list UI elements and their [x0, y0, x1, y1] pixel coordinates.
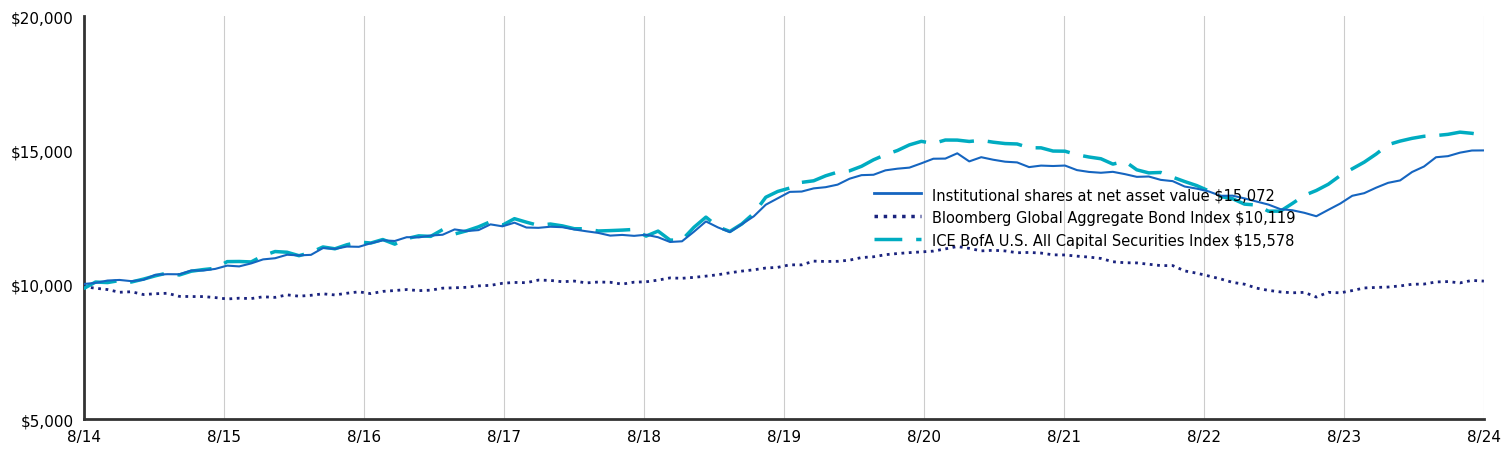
Bloomberg Global Aggregate Bond Index $10,119: [565, 279, 584, 284]
ICE BofA U.S. All Capital Securities Index $15,578: [1176, 179, 1194, 185]
Bloomberg Global Aggregate Bond Index $10,119: [1199, 273, 1217, 279]
Institutional shares at net asset value $15,072: [230, 264, 248, 269]
Institutional shares at net asset value $15,072: [553, 225, 572, 230]
Line: ICE BofA U.S. All Capital Securities Index $15,578: ICE BofA U.S. All Capital Securities Ind…: [83, 133, 1483, 289]
Bloomberg Global Aggregate Bond Index $10,119: [74, 284, 92, 290]
Bloomberg Global Aggregate Bond Index $10,119: [218, 297, 236, 302]
ICE BofA U.S. All Capital Securities Index $15,578: [230, 259, 248, 265]
Bloomberg Global Aggregate Bond Index $10,119: [242, 296, 260, 302]
Line: Institutional shares at net asset value $15,072: Institutional shares at net asset value …: [83, 151, 1483, 284]
ICE BofA U.S. All Capital Securities Index $15,578: [361, 241, 380, 246]
Bloomberg Global Aggregate Bond Index $10,119: [948, 244, 966, 250]
Institutional shares at net asset value $15,072: [1474, 148, 1492, 154]
ICE BofA U.S. All Capital Securities Index $15,578: [74, 286, 92, 292]
Institutional shares at net asset value $15,072: [1043, 164, 1061, 169]
ICE BofA U.S. All Capital Securities Index $15,578: [1452, 130, 1470, 136]
ICE BofA U.S. All Capital Securities Index $15,578: [553, 224, 572, 229]
Bloomberg Global Aggregate Bond Index $10,119: [373, 289, 392, 294]
ICE BofA U.S. All Capital Securities Index $15,578: [1152, 170, 1170, 176]
Bloomberg Global Aggregate Bond Index $10,119: [1474, 279, 1492, 284]
Institutional shares at net asset value $15,072: [74, 282, 92, 287]
Institutional shares at net asset value $15,072: [1176, 184, 1194, 190]
Line: Bloomberg Global Aggregate Bond Index $10,119: Bloomberg Global Aggregate Bond Index $1…: [83, 247, 1483, 299]
Legend: Institutional shares at net asset value $15,072, Bloomberg Global Aggregate Bond: Institutional shares at net asset value …: [868, 182, 1302, 254]
ICE BofA U.S. All Capital Securities Index $15,578: [1043, 149, 1061, 154]
Institutional shares at net asset value $15,072: [361, 241, 380, 247]
Institutional shares at net asset value $15,072: [1152, 178, 1170, 183]
Bloomberg Global Aggregate Bond Index $10,119: [1067, 254, 1086, 259]
Bloomberg Global Aggregate Bond Index $10,119: [1176, 268, 1194, 274]
ICE BofA U.S. All Capital Securities Index $15,578: [1474, 133, 1492, 139]
